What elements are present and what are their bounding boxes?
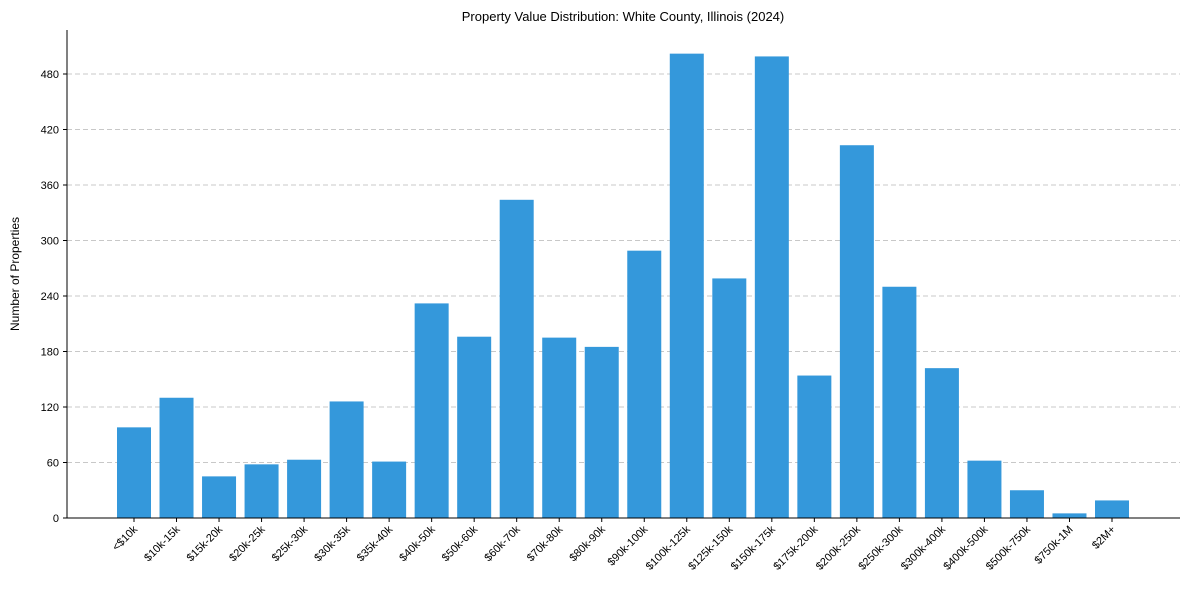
x-tick-label: $150k-175k — [729, 523, 778, 572]
bar — [1052, 513, 1087, 518]
x-tick-label: $250k-300k — [856, 523, 905, 572]
bar — [882, 286, 917, 518]
bar — [797, 375, 832, 518]
bar — [499, 199, 534, 519]
x-tick-label: $300k-400k — [899, 523, 948, 572]
bar — [202, 476, 237, 518]
x-tick-label: $10k-15k — [142, 523, 183, 564]
bar — [754, 56, 789, 519]
x-tick-label: <$10k — [110, 523, 140, 553]
chart-title: Property Value Distribution: White Count… — [462, 9, 785, 24]
x-tick-label: $2M+ — [1090, 524, 1118, 552]
bar — [414, 303, 449, 518]
x-tick-label: $100k-125k — [644, 523, 693, 572]
bar — [117, 427, 151, 518]
x-tick-label: $70k-80k — [525, 523, 566, 564]
bar — [1095, 500, 1129, 518]
y-tick-label: 420 — [41, 125, 59, 137]
x-tick-label: $500k-750k — [984, 523, 1033, 572]
x-tick-label: $200k-250k — [814, 523, 863, 572]
bar — [287, 459, 322, 518]
x-tick-label: $40k-50k — [397, 523, 438, 564]
bar — [1009, 490, 1044, 518]
x-tick-label: $750k-1M — [1033, 524, 1076, 567]
bar — [542, 337, 577, 518]
y-tick-label: 180 — [41, 347, 59, 359]
x-tick-label: $90k-100k — [606, 523, 651, 568]
bar — [457, 336, 492, 518]
x-tick-label: $400k-500k — [941, 523, 990, 572]
bar — [627, 250, 662, 519]
bar — [159, 397, 194, 518]
bar — [967, 460, 1002, 518]
x-tick-label: $80k-90k — [567, 523, 608, 564]
bar — [669, 53, 704, 519]
x-tick-label: $35k-40k — [355, 523, 396, 564]
y-axis-label: Number of Properties — [8, 217, 22, 331]
y-tick-label: 240 — [41, 291, 59, 303]
y-tick-label: 60 — [47, 458, 59, 470]
x-tick-label: $60k-70k — [482, 523, 523, 564]
x-tick-label: $175k-200k — [771, 523, 820, 572]
x-tick-label: $25k-30k — [270, 523, 311, 564]
bar — [712, 278, 747, 518]
x-tick-label: $20k-25k — [227, 523, 268, 564]
bar — [839, 145, 874, 518]
bar — [329, 401, 364, 518]
bar — [924, 368, 959, 518]
bar — [584, 346, 619, 518]
y-tick-label: 300 — [41, 236, 59, 248]
y-tick-label: 360 — [41, 180, 59, 192]
x-tick-label: $15k-20k — [185, 523, 226, 564]
x-tick-label: $30k-35k — [312, 523, 353, 564]
y-tick-label: 480 — [41, 69, 59, 81]
x-tick-label: $50k-60k — [440, 523, 481, 564]
y-tick-label: 120 — [41, 402, 59, 414]
x-tick-label: $125k-150k — [686, 523, 735, 572]
bar — [372, 461, 407, 518]
y-tick-label: 0 — [53, 513, 59, 525]
bar — [244, 464, 279, 518]
